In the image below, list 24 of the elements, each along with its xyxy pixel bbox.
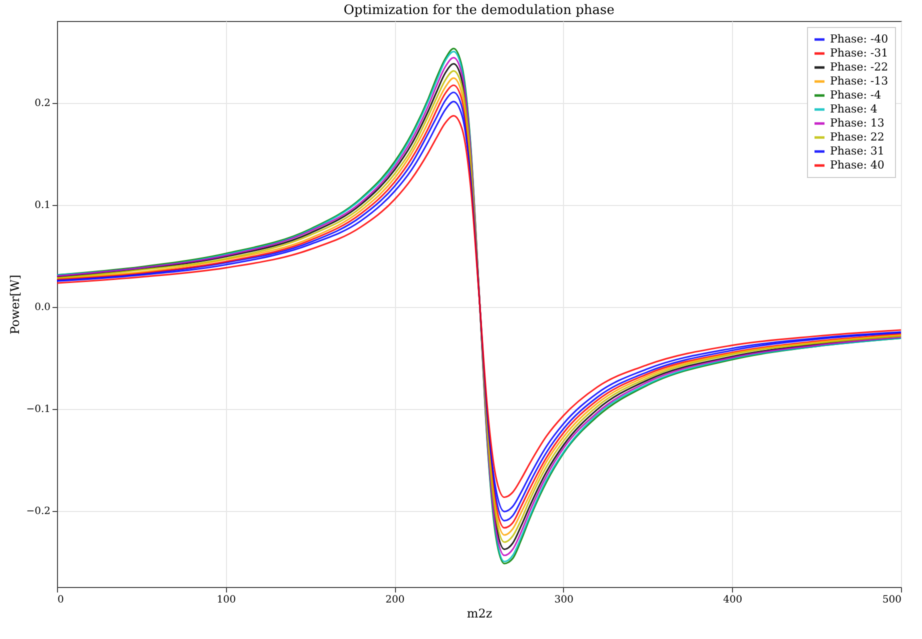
y-tick-label: −0.2 xyxy=(26,506,50,518)
y-axis-title: Power[W] xyxy=(8,274,22,334)
y-tick-label: −0.1 xyxy=(26,404,50,416)
legend-label: Phase: 13 xyxy=(830,116,884,130)
y-tick-label: 0.0 xyxy=(34,302,50,314)
x-tick-label: 500 xyxy=(882,594,902,606)
y-tick-label: 0.1 xyxy=(34,200,50,212)
legend-label: Phase: -4 xyxy=(830,88,882,102)
legend-label: Phase: -22 xyxy=(830,60,888,74)
legend-label: Phase: 4 xyxy=(830,102,878,116)
x-tick-label: 0 xyxy=(58,594,64,606)
y-tick-label: 0.2 xyxy=(34,98,50,110)
x-tick-label: 100 xyxy=(216,594,236,606)
legend-label: Phase: -31 xyxy=(830,46,888,60)
legend-label: Phase: -40 xyxy=(830,32,888,46)
x-tick-label: 300 xyxy=(554,594,574,606)
x-tick-label: 400 xyxy=(723,594,742,606)
legend-label: Phase: 31 xyxy=(830,144,884,158)
x-tick-label: 200 xyxy=(386,594,405,606)
legend-label: Phase: 40 xyxy=(830,158,884,172)
x-axis-title: m2z xyxy=(466,606,492,620)
legend-label: Phase: 22 xyxy=(830,130,884,144)
chart-title: Optimization for the demodulation phase xyxy=(344,3,615,18)
legend-label: Phase: -13 xyxy=(830,74,888,88)
